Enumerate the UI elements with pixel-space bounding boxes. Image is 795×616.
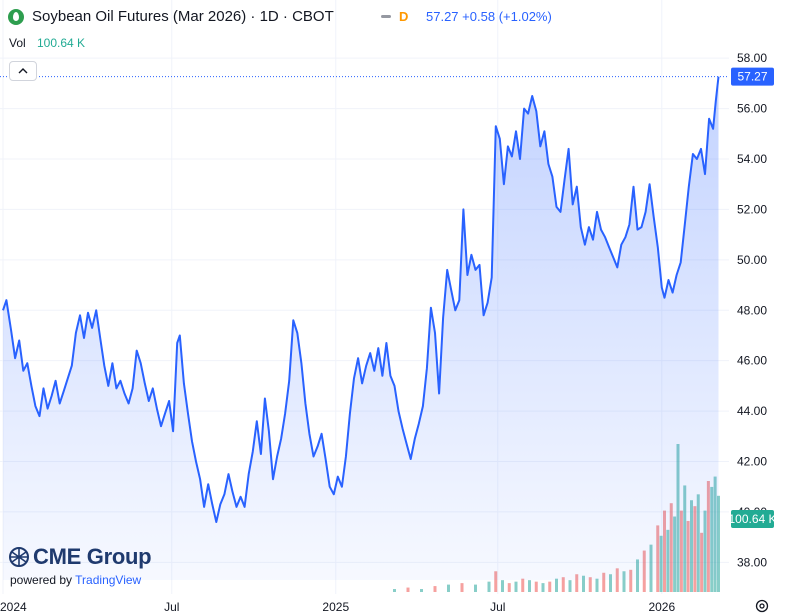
volume-bar [615,568,619,592]
price-tick-label: 48.00 [737,303,767,317]
time-axis[interactable]: 2024 Jul 2025 Jul 2026 [0,600,675,614]
volume-bar [588,577,592,592]
gear-icon[interactable] [754,598,770,614]
volume-bar [561,577,565,592]
price-tick-label: 54.00 [737,152,767,166]
volume-label: Vol [9,36,26,50]
time-tick-label: 2026 [648,600,675,614]
volume-bar [555,578,558,592]
market-status-icon [381,15,391,18]
time-tick-label: Jul [490,600,505,614]
price-tick-label: 52.00 [737,202,767,216]
axis-value-labels: 57.27 100.64 K [728,67,777,528]
last-volume-axis-label-bg [731,510,774,528]
volume-bar [460,583,464,592]
volume-bar [541,583,545,592]
soybean-oil-drop-icon [8,9,24,25]
symbol-title[interactable]: Soybean Oil Futures (Mar 2026) · 1D · CB… [32,8,334,25]
last-price-axis-label-bg [731,67,774,86]
volume-bar [609,574,612,592]
volume-bar [494,571,498,592]
volume-bar [487,581,491,592]
volume-bar [528,580,531,592]
time-tick-label: Jul [164,600,179,614]
volume-bar [568,580,572,592]
interval-badge[interactable]: D [399,9,409,24]
price-readout: 57.27 +0.58 (+1.02%) [426,9,552,24]
brand-name: CME Group [33,544,152,569]
volume-bar [575,574,579,592]
volume-bar [393,589,396,592]
volume-bar [447,584,450,592]
collapse-legend-button[interactable] [9,61,37,81]
price-area-fill [3,76,719,580]
volume-value: 100.64 K [37,36,86,50]
volume-bar [622,571,626,592]
price-tick-label: 38.00 [737,555,767,569]
price-tick-label: 46.00 [737,354,767,368]
powered-by-text: powered by TradingView [10,573,141,587]
price-change: +0.58 [462,9,496,24]
volume-bar [501,580,504,592]
price-line [2,76,720,523]
chart-header: Soybean Oil Futures (Mar 2026) · 1D · CB… [0,0,795,60]
volume-bar [602,572,606,592]
volume-bar [534,581,538,592]
volume-bar [521,578,525,592]
volume-bar [595,578,599,592]
time-tick-label: 2025 [322,600,349,614]
volume-bar [474,584,477,592]
tradingview-link[interactable]: TradingView [75,573,142,587]
last-volume-axis-label: 100.64 K [728,512,776,526]
volume-bar [507,583,511,592]
volume-bar [406,587,410,592]
cme-globe-icon [9,547,29,567]
volume-bar [420,589,423,592]
last-price: 57.27 [426,9,459,24]
price-tick-label: 44.00 [737,404,767,418]
powered-prefix: powered by [10,573,73,587]
time-tick-label: 2024 [0,600,27,614]
volume-bar [514,581,518,592]
price-change-percent: (+1.02%) [498,9,552,24]
volume-bar [548,581,552,592]
price-tick-label: 42.00 [737,455,767,469]
price-tick-label: 50.00 [737,253,767,267]
volume-bar [629,569,633,592]
last-price-axis-label: 57.27 [737,70,767,84]
price-axis[interactable]: 38.0040.0042.0044.0046.0048.0050.0052.00… [737,51,767,569]
volume-bar [433,586,437,592]
price-tick-label: 56.00 [737,102,767,116]
volume-bar [582,575,585,592]
chevron-up-icon [18,68,28,74]
price-tick-label: 58.00 [737,51,767,65]
